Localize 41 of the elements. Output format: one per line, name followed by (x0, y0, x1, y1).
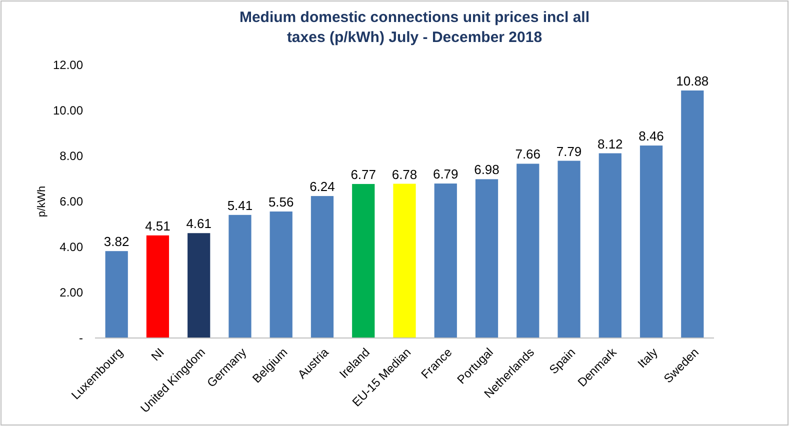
bar (434, 184, 457, 338)
y-tick-label: - (79, 331, 83, 346)
bar (598, 153, 622, 338)
bar (270, 212, 292, 338)
bar (228, 214, 252, 338)
data-label: 6.98 (474, 162, 500, 178)
data-label: 8.46 (638, 128, 664, 144)
data-label: 5.56 (268, 194, 294, 210)
data-label: 6.77 (350, 166, 376, 182)
data-label: 5.41 (227, 198, 253, 213)
data-label: 7.79 (556, 144, 582, 159)
bar (393, 184, 416, 338)
bar (146, 235, 170, 338)
x-tick-label: Italy (634, 345, 660, 371)
data-label: 10.88 (676, 73, 709, 88)
y-tick-label: 6.00 (60, 194, 84, 209)
bar (681, 90, 704, 338)
bar (105, 251, 128, 338)
data-label: 6.78 (392, 166, 418, 182)
data-label: 6.79 (432, 166, 458, 182)
data-label: 6.24 (310, 179, 335, 194)
y-tick-label: 4.00 (60, 240, 84, 254)
y-axis-title: p/kWh (36, 186, 48, 218)
x-tick-label: NI (148, 345, 167, 364)
y-tick-label: 2.00 (60, 286, 84, 300)
bar (475, 179, 498, 338)
y-tick-label: 8.00 (60, 149, 84, 164)
data-label: 7.66 (515, 146, 541, 162)
data-label: 4.61 (186, 216, 212, 232)
bar (188, 233, 210, 338)
chart-title: Medium domestic connections unit prices incl all taxes (p/kWh) July - December 2018 (239, 9, 590, 46)
bar (516, 164, 540, 338)
data-label: 3.82 (104, 234, 130, 250)
bar (352, 184, 375, 338)
bar (558, 160, 580, 338)
data-label: 4.51 (145, 218, 170, 234)
y-tick-label: 10.00 (52, 104, 84, 118)
bar (640, 146, 663, 338)
data-label: 8.12 (597, 136, 623, 152)
bar (310, 196, 334, 338)
y-tick-label: 12.00 (52, 58, 84, 72)
